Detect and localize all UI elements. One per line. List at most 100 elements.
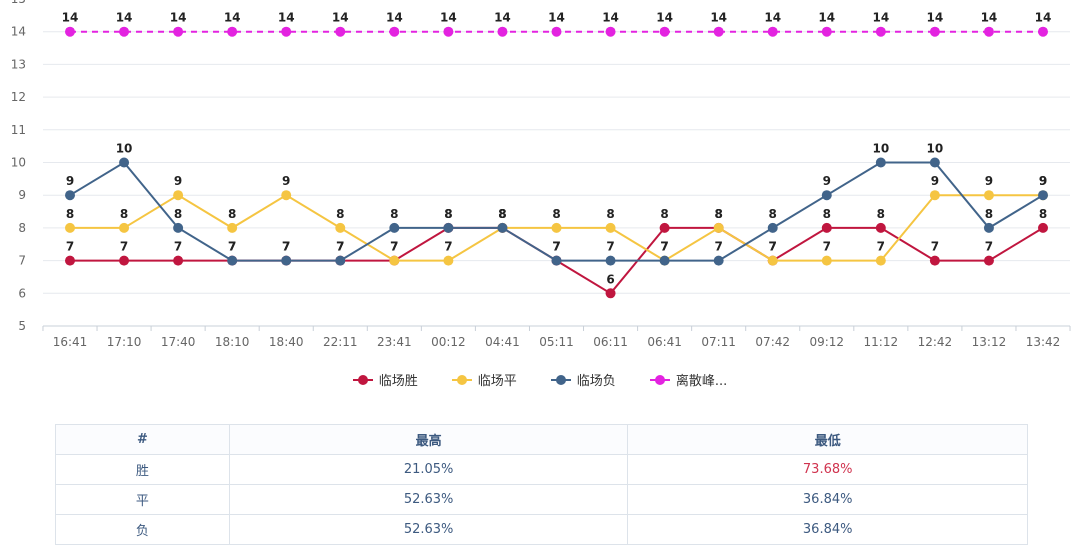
data-label: 7 [823, 240, 831, 254]
data-point [281, 26, 292, 37]
data-point [389, 26, 400, 37]
data-label: 14 [62, 11, 79, 25]
y-tick-label: 6 [18, 286, 26, 300]
data-label: 6 [606, 272, 614, 286]
data-label: 7 [660, 240, 668, 254]
data-point [65, 255, 75, 266]
data-point [173, 255, 184, 266]
data-point [1038, 26, 1048, 37]
data-point [173, 26, 184, 37]
data-point [821, 222, 832, 233]
table-header: 最低 [627, 424, 1028, 455]
x-tick-label: 09:12 [809, 335, 844, 349]
data-label: 9 [931, 174, 939, 188]
data-label: 14 [116, 11, 133, 25]
x-tick-label: 17:10 [107, 335, 142, 349]
data-point [929, 255, 940, 266]
legend-item-loss[interactable]: 临场负 [550, 370, 616, 389]
table-row: 胜 21.05% 73.68% [55, 454, 1028, 485]
data-point [65, 190, 75, 201]
data-label: 9 [174, 174, 182, 188]
data-point [389, 255, 400, 266]
x-tick-label: 13:42 [1026, 335, 1061, 349]
line-chart: 5 6 7 8 9 10 11 12 13 14 15 16:41 17:10 17:40 18:10 18:… [11, 0, 1071, 349]
cell-low: 73.68% [627, 454, 1028, 485]
data-label: 8 [823, 207, 831, 221]
data-label: 8 [174, 207, 182, 221]
y-tick-label: 11 [11, 123, 26, 137]
data-point [713, 26, 724, 37]
cell-high: 21.05% [228, 454, 629, 485]
data-label: 7 [66, 240, 74, 254]
y-tick-label: 13 [11, 57, 26, 71]
data-label: 14 [494, 11, 511, 25]
data-point [605, 288, 616, 299]
data-point [65, 26, 75, 37]
data-label: 7 [606, 240, 614, 254]
data-label: 7 [228, 240, 236, 254]
cell-high: 52.63% [228, 514, 629, 545]
y-tick-label: 14 [11, 25, 26, 39]
data-point [551, 222, 562, 233]
x-tick-label: 13:12 [972, 335, 1007, 349]
cell-low: 36.84% [627, 484, 1028, 515]
data-label: 8 [769, 207, 777, 221]
legend-item-dispersion[interactable]: 离散峰... [649, 370, 727, 389]
data-point [875, 222, 886, 233]
data-point [659, 222, 670, 233]
data-label: 7 [390, 240, 398, 254]
x-tick-label: 04:41 [485, 335, 520, 349]
data-label: 7 [336, 240, 344, 254]
x-tick-label: 06:41 [647, 335, 682, 349]
data-point [659, 255, 670, 266]
data-point [65, 222, 75, 233]
data-label: 7 [769, 240, 777, 254]
stats-table: # 最高 最低 胜 21.05% 73.68% 平 52.63% 36.84% … [55, 424, 1028, 545]
data-point [281, 255, 292, 266]
data-label: 7 [552, 240, 560, 254]
data-label: 7 [228, 240, 236, 254]
legend-label: 临场负 [576, 374, 616, 389]
legend-item-draw[interactable]: 临场平 [451, 370, 517, 389]
x-tick-label: 07:42 [755, 335, 790, 349]
data-label: 7 [282, 240, 290, 254]
data-label: 8 [498, 207, 506, 221]
data-label: 7 [931, 240, 939, 254]
x-tick-label: 23:41 [377, 335, 412, 349]
table-row: 负 52.63% 36.84% [55, 514, 1028, 545]
data-point [875, 255, 886, 266]
y-tick-label: 8 [18, 221, 26, 235]
data-label: 14 [224, 11, 241, 25]
data-point [821, 255, 832, 266]
legend: 临场胜 临场平 临场负 离散峰... [0, 370, 1080, 389]
data-point [929, 157, 940, 168]
data-label: 8 [444, 207, 452, 221]
cell-high: 52.63% [228, 484, 629, 515]
y-tick-label: 15 [11, 0, 26, 6]
data-point [119, 157, 130, 168]
x-tick-label: 05:11 [539, 335, 574, 349]
data-label: 10 [872, 142, 889, 156]
x-tick-label: 18:10 [215, 335, 250, 349]
data-point [605, 255, 616, 266]
data-label: 14 [278, 11, 295, 25]
data-label: 10 [116, 142, 133, 156]
data-label: 8 [228, 207, 236, 221]
data-point [1038, 190, 1048, 201]
data-label: 9 [823, 174, 831, 188]
data-point [983, 26, 994, 37]
data-point [983, 222, 994, 233]
data-point [119, 222, 130, 233]
x-tick-label: 00:12 [431, 335, 466, 349]
row-label: 胜 [55, 454, 230, 485]
data-label: 7 [120, 240, 128, 254]
data-label: 7 [985, 240, 993, 254]
data-label: 9 [282, 174, 290, 188]
data-point [983, 255, 994, 266]
data-label: 14 [386, 11, 403, 25]
legend-item-win[interactable]: 临场胜 [352, 370, 418, 389]
row-label: 负 [55, 514, 230, 545]
data-label: 9 [985, 174, 993, 188]
x-tick-label: 18:40 [269, 335, 304, 349]
table-header: 最高 [228, 424, 629, 455]
